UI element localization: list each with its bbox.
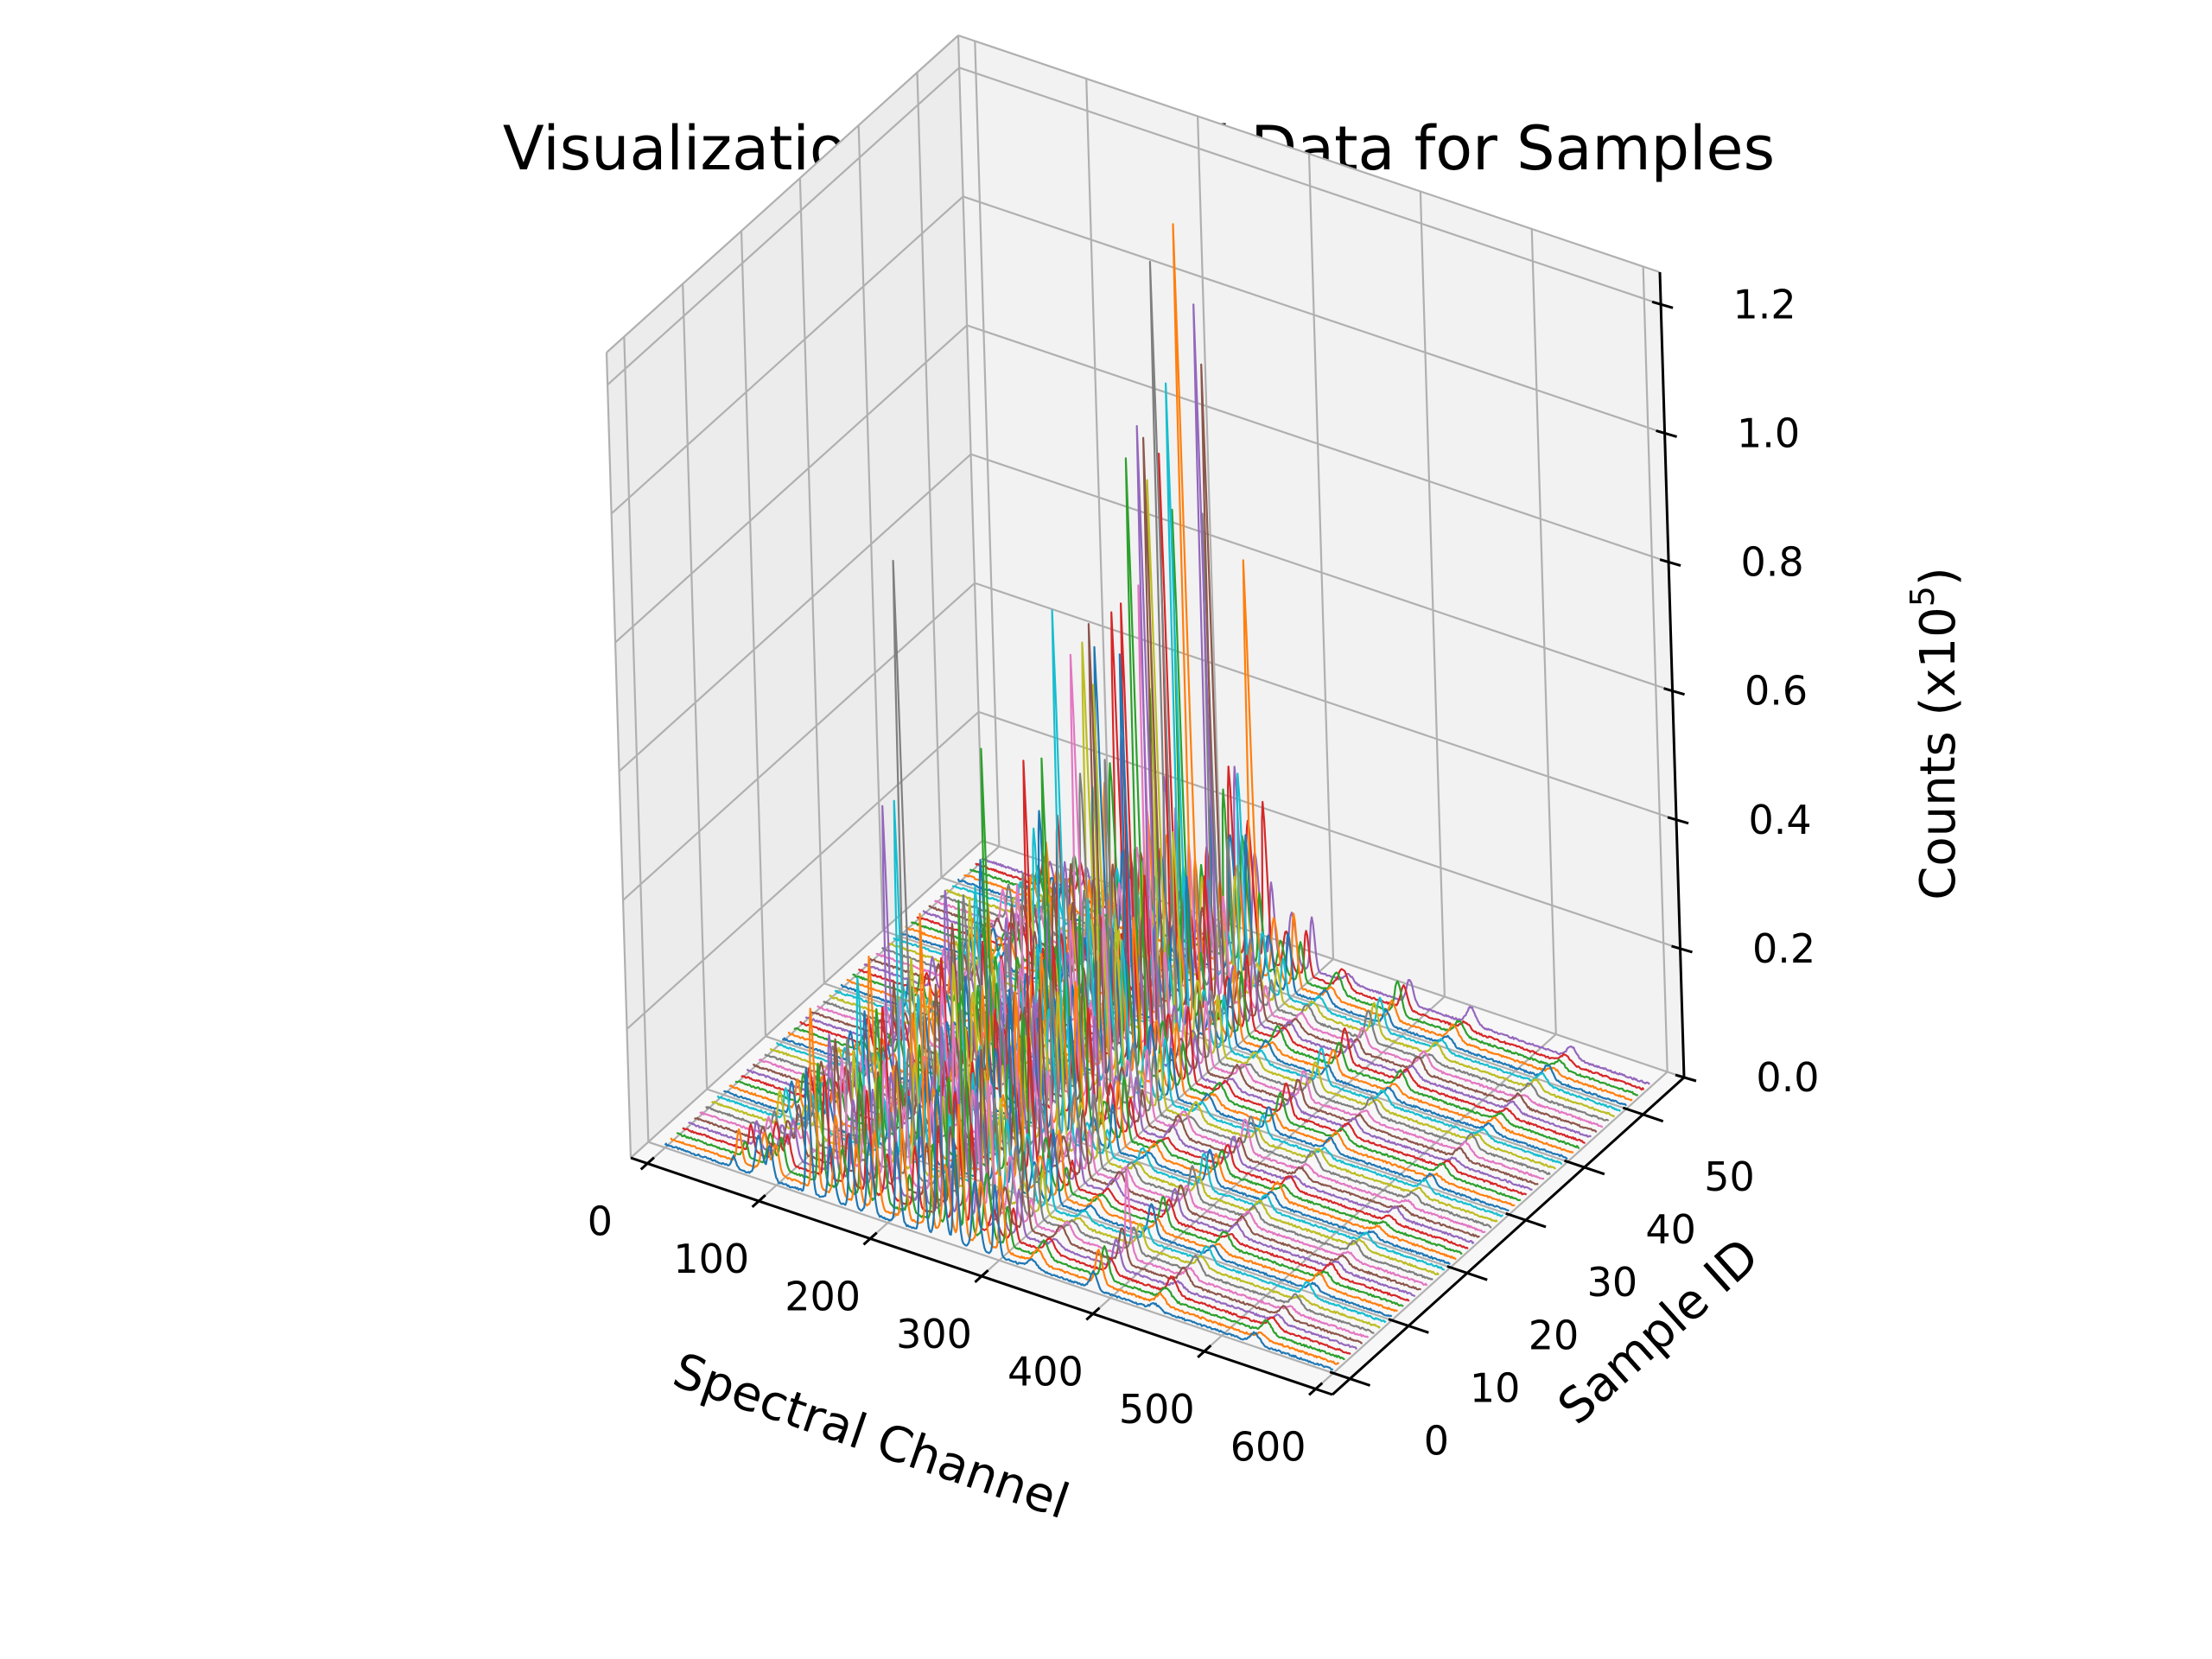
grid-line <box>1314 1071 1669 1390</box>
y-tick-label: 30 <box>1587 1259 1638 1306</box>
grid-line <box>1092 995 1446 1315</box>
grid-line <box>614 324 968 644</box>
grid-line <box>626 711 980 1030</box>
z-tick-label: 0.6 <box>1745 668 1808 715</box>
z-axis-label-suffix: ) <box>1910 567 1967 586</box>
pane-edge <box>606 35 959 353</box>
grid-line <box>974 582 1677 821</box>
x-tick-label: 500 <box>1119 1386 1195 1433</box>
z-tick-label: 1.0 <box>1737 410 1800 456</box>
grid-line <box>857 124 884 931</box>
grid-line <box>682 283 709 1090</box>
spectrum-line <box>682 1074 1351 1355</box>
x-tick-mark <box>639 1156 655 1171</box>
grid-line <box>1642 266 1669 1072</box>
x-tick-mark <box>751 1194 766 1208</box>
grid-line <box>966 324 1669 563</box>
y-tick-label: 40 <box>1645 1206 1696 1253</box>
z-tick-mark <box>1671 944 1693 954</box>
x-tick-mark <box>1197 1344 1212 1358</box>
grid-line <box>1530 228 1557 1035</box>
z-tick-label: 0.2 <box>1752 925 1815 972</box>
z-tick-label: 0.0 <box>1756 1054 1819 1101</box>
pane-edge <box>957 34 1661 274</box>
z-tick-mark <box>1656 429 1678 438</box>
grid-line <box>1197 116 1224 922</box>
x-tick-label: 0 <box>588 1198 613 1245</box>
z-tick-mark <box>1651 300 1674 309</box>
grid-line <box>647 1141 1351 1380</box>
y-tick-mark <box>1388 1318 1429 1334</box>
grid-line <box>970 453 1673 692</box>
spectra-series <box>664 223 1650 1371</box>
z-axis-label-base: Counts (x10 <box>1910 607 1967 900</box>
x-tick-mark <box>862 1231 878 1246</box>
spectrum-line <box>688 1026 1358 1351</box>
grid-line <box>622 582 976 901</box>
grid-line <box>981 958 1334 1277</box>
y-tick-mark <box>1622 1106 1664 1123</box>
z-tick-label: 0.8 <box>1741 539 1804 586</box>
grid-line <box>974 41 1001 847</box>
x-tick-label: 100 <box>673 1236 749 1282</box>
y-axis-line <box>1331 1076 1686 1396</box>
x-tick-label: 400 <box>1007 1348 1084 1395</box>
y-tick-mark <box>1446 1265 1488 1281</box>
pane-edge <box>957 35 984 842</box>
x-tick-label: 600 <box>1230 1423 1306 1470</box>
grid-line <box>630 840 983 1159</box>
y-tick-label: 50 <box>1704 1154 1755 1200</box>
grid-line <box>958 67 1662 306</box>
grid-line <box>618 453 972 772</box>
grid-line <box>1419 191 1446 997</box>
z-tick-mark <box>1659 558 1681 567</box>
grid-line <box>1307 153 1335 960</box>
x-tick-mark <box>1085 1306 1101 1321</box>
z-tick-label: 1.2 <box>1733 281 1796 327</box>
z-axis-label: Counts (x105) <box>1904 567 1967 900</box>
grid-line <box>607 67 960 386</box>
grid-line <box>916 72 943 878</box>
spectrum-line <box>676 899 1345 1361</box>
z-tick-mark <box>1663 687 1685 696</box>
grid-line <box>1204 1033 1557 1352</box>
grid-line <box>623 336 650 1142</box>
x-tick-label: 300 <box>896 1311 972 1357</box>
spectrum-line <box>664 1067 1334 1371</box>
grid-line <box>798 178 825 984</box>
y-tick-label: 10 <box>1470 1364 1521 1411</box>
y-tick-mark <box>1564 1159 1605 1176</box>
z-axis-label-exponent: 5 <box>1904 586 1942 607</box>
grid-line <box>740 231 767 1037</box>
y-tick-mark <box>1505 1211 1547 1229</box>
grid-line <box>1085 78 1112 885</box>
grid-line <box>610 195 964 515</box>
y-tick-label: 0 <box>1424 1418 1449 1465</box>
grid-line <box>963 195 1665 435</box>
z-axis-line <box>1658 271 1686 1078</box>
x-tick-mark <box>1308 1382 1324 1396</box>
x-tick-mark <box>974 1269 989 1283</box>
y-tick-label: 20 <box>1529 1312 1580 1358</box>
pane-edge <box>605 352 632 1159</box>
z-tick-mark <box>1675 1073 1697 1083</box>
spectrum-line <box>670 912 1340 1365</box>
y-tick-mark <box>1329 1370 1371 1387</box>
x-tick-label: 200 <box>785 1274 861 1320</box>
z-tick-label: 0.4 <box>1748 797 1811 843</box>
z-tick-mark <box>1667 816 1689 825</box>
grid-line <box>646 845 1001 1165</box>
